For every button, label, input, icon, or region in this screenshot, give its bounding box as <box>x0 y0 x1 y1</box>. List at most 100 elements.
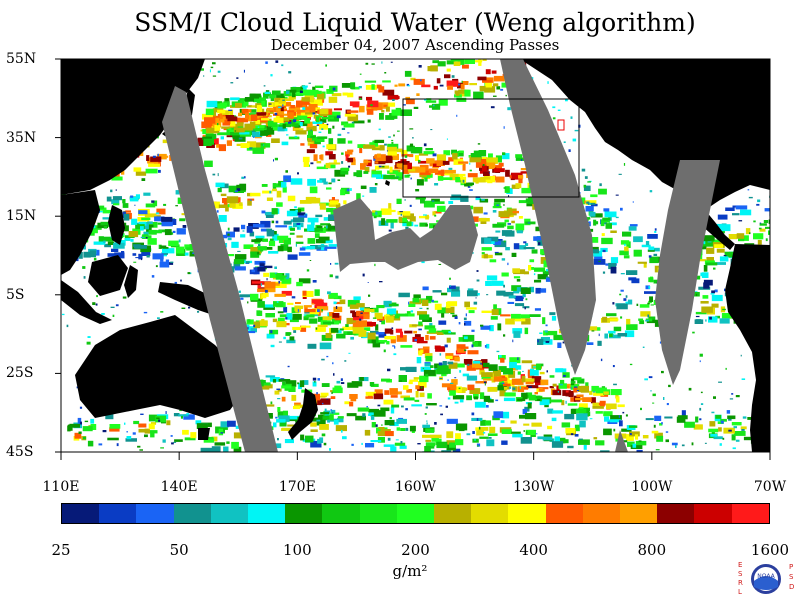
cloud-pixel <box>387 437 391 441</box>
cloud-pixel <box>379 145 385 151</box>
cloud-pixel <box>389 315 401 321</box>
cloud-pixel <box>480 419 486 426</box>
cloud-pixel <box>329 274 333 278</box>
cloud-pixel <box>409 425 416 432</box>
cloud-pixel <box>227 127 232 130</box>
cloud-pixel <box>90 418 95 424</box>
cloud-pixel <box>343 200 347 205</box>
cloud-pixel <box>410 147 423 154</box>
cloud-pixel <box>434 422 437 425</box>
cloud-pixel <box>764 208 770 212</box>
cloud-pixel <box>331 178 336 183</box>
cloud-pixel <box>567 445 574 449</box>
cloud-pixel <box>228 109 233 111</box>
cloud-pixel <box>418 348 430 354</box>
cloud-pixel <box>307 343 317 349</box>
cloud-pixel <box>530 368 534 372</box>
cloud-pixel <box>217 132 228 136</box>
cloud-pixel <box>288 71 292 74</box>
cloud-pixel <box>152 200 158 207</box>
cloud-pixel <box>322 402 324 405</box>
cloud-pixel <box>324 246 337 249</box>
cloud-pixel <box>217 109 226 114</box>
cloud-pixel <box>481 247 492 251</box>
cloud-pixel <box>319 109 329 115</box>
cloud-pixel <box>446 431 454 439</box>
cloud-pixel <box>261 294 267 299</box>
cloud-pixel <box>499 355 502 358</box>
cloud-pixel <box>451 75 455 78</box>
cloud-pixel <box>166 420 171 426</box>
cloud-pixel <box>123 213 130 221</box>
cloud-pixel <box>257 288 266 293</box>
colorbar-segment <box>62 504 100 523</box>
cloud-pixel <box>319 154 323 160</box>
cloud-pixel <box>307 130 313 137</box>
cloud-pixel <box>415 155 419 161</box>
colorbar-segment <box>359 504 397 523</box>
cloud-pixel <box>260 220 271 225</box>
cloud-pixel <box>289 336 295 341</box>
cloud-pixel <box>368 408 380 413</box>
cloud-pixel <box>360 312 363 314</box>
cloud-pixel <box>547 81 549 84</box>
cloud-pixel <box>721 313 734 319</box>
cloud-pixel <box>715 414 722 419</box>
cloud-pixel <box>646 319 659 324</box>
cloud-pixel <box>649 256 659 264</box>
cloud-pixel <box>306 121 313 128</box>
cloud-pixel <box>322 145 325 148</box>
cloud-pixel <box>258 244 261 247</box>
cloud-pixel <box>278 341 282 343</box>
cloud-pixel <box>590 194 598 198</box>
cloud-pixel <box>310 429 318 432</box>
cloud-pixel <box>366 406 368 408</box>
cloud-pixel <box>549 375 555 378</box>
cloud-pixel <box>87 336 91 338</box>
lat-label-35N: 35N <box>6 129 37 146</box>
cloud-pixel <box>441 450 451 452</box>
cloud-pixel <box>148 163 160 167</box>
cloud-pixel <box>425 355 433 362</box>
cloud-pixel <box>600 393 609 397</box>
cloud-pixel <box>579 420 586 428</box>
cloud-pixel <box>366 159 372 167</box>
cloud-pixel <box>396 335 407 342</box>
cloud-pixel <box>312 377 317 381</box>
cloud-pixel <box>263 85 266 87</box>
cloud-pixel <box>78 251 83 259</box>
cloud-pixel <box>337 133 342 136</box>
cloud-pixel <box>262 384 273 389</box>
cloud-pixel <box>358 86 362 89</box>
cloud-pixel <box>424 325 436 330</box>
cloud-pixel <box>215 182 225 188</box>
cloud-pixel <box>373 215 377 219</box>
cloud-pixel <box>518 216 523 219</box>
cloud-pixel <box>178 239 181 243</box>
cloud-pixel <box>333 420 339 425</box>
cloud-pixel <box>328 244 339 247</box>
cloud-pixel <box>442 361 447 368</box>
cloud-pixel <box>238 202 243 206</box>
cloud-pixel <box>499 390 506 397</box>
cloud-pixel <box>210 66 214 69</box>
cloud-pixel <box>74 432 82 439</box>
cloud-pixel <box>247 105 253 108</box>
cloud-pixel <box>511 431 521 434</box>
cloud-pixel <box>705 319 707 322</box>
cloud-pixel <box>271 231 277 235</box>
cloud-pixel <box>328 182 332 185</box>
cloud-pixel <box>339 328 344 331</box>
cloud-pixel <box>250 93 261 99</box>
cloud-pixel <box>344 401 350 405</box>
cloud-pixel <box>234 266 246 271</box>
cloud-pixel <box>326 207 333 213</box>
cloud-pixel <box>283 175 291 183</box>
cloud-pixel <box>615 194 619 196</box>
cloud-pixel <box>506 383 510 390</box>
cloud-pixel <box>619 250 629 256</box>
cloud-pixel <box>765 226 770 229</box>
cloud-pixel <box>384 72 387 74</box>
cloud-pixel <box>719 224 731 227</box>
cloud-pixel <box>519 414 528 419</box>
